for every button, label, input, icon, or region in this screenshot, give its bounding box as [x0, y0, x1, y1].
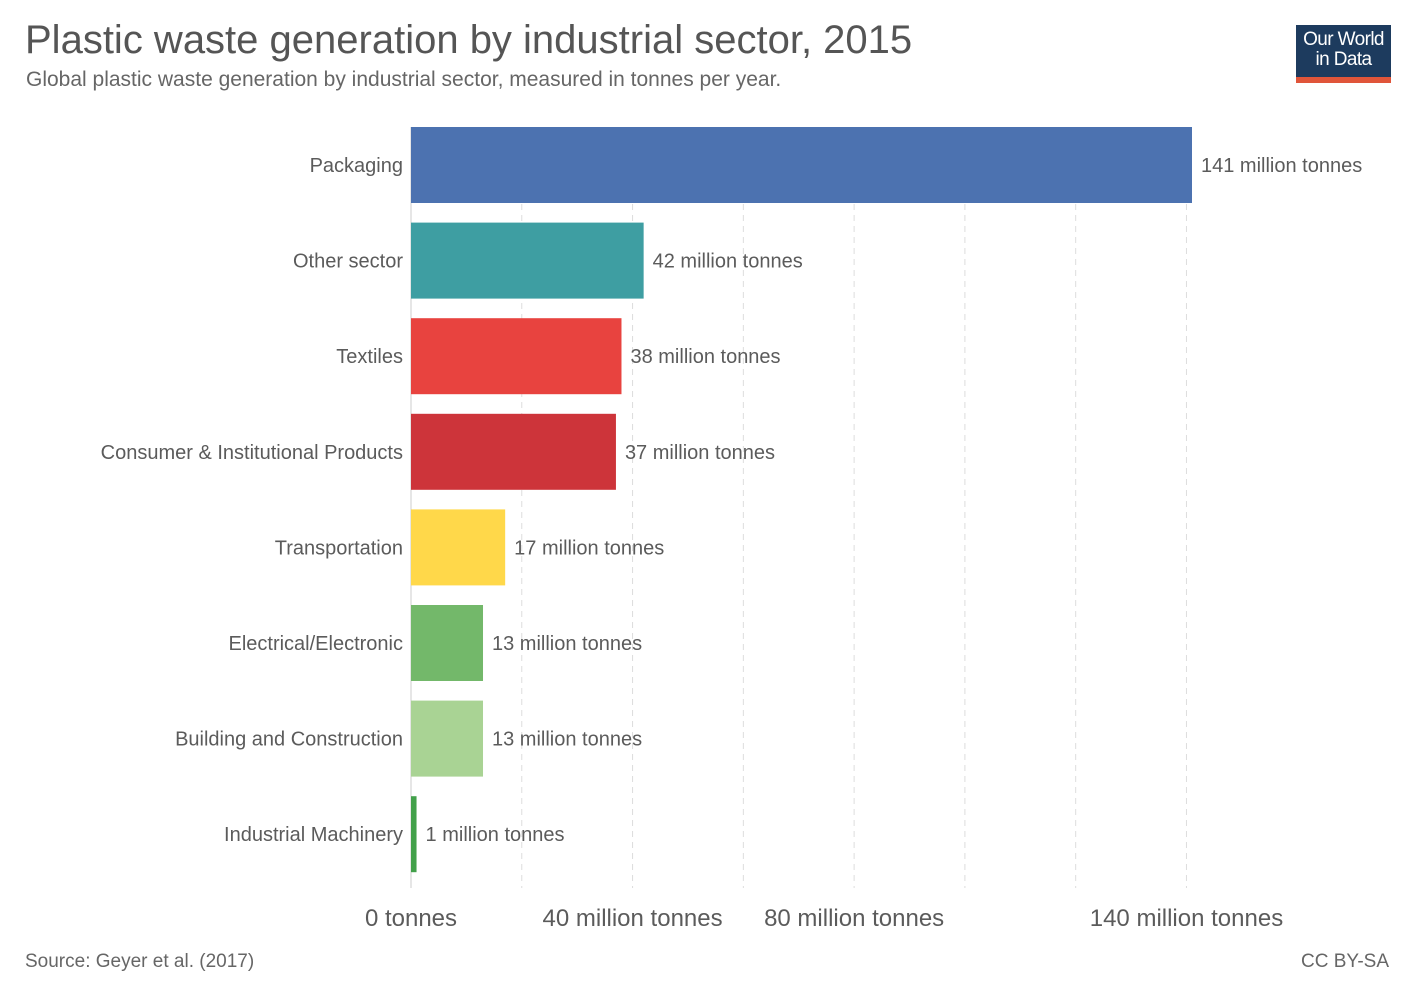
chart-title: Plastic waste generation by industrial s…: [25, 18, 913, 62]
value-label-transportation: 17 million tonnes: [514, 537, 664, 559]
x-tick-label-80: 80 million tonnes: [764, 905, 944, 932]
bar-industrial-machinery[interactable]: [411, 796, 417, 873]
bar-consumer-institutional-products[interactable]: [411, 413, 616, 490]
x-tick-label-0: 0 tonnes: [365, 905, 457, 932]
value-label-electrical-electronic: 13 million tonnes: [492, 633, 642, 655]
chart-subtitle: Global plastic waste generation by indus…: [26, 68, 782, 91]
bar-electrical-electronic[interactable]: [411, 605, 484, 681]
value-label-consumer-institutional-products: 37 million tonnes: [625, 442, 775, 464]
bar-textiles[interactable]: [411, 318, 622, 395]
bar-other-sector[interactable]: [411, 222, 644, 299]
license-note[interactable]: CC BY-SA: [1301, 951, 1389, 972]
bar-transportation[interactable]: [411, 509, 506, 586]
category-label-building-and-construction: Building and Construction: [175, 729, 403, 751]
value-label-industrial-machinery: 1 million tonnes: [426, 824, 565, 846]
value-labels: 141 million tonnes 42 million tonnes 38 mi…: [426, 155, 1363, 846]
value-label-packaging: 141 million tonnes: [1201, 155, 1362, 177]
source-note[interactable]: Source: Geyer et al. (2017): [25, 951, 255, 972]
x-axis-ticks: 0 tonnes 40 million tonnes 80 million tonn…: [365, 905, 1283, 932]
value-label-building-and-construction: 13 million tonnes: [492, 729, 642, 751]
category-label-electrical-electronic: Electrical/Electronic: [228, 633, 403, 655]
category-label-other-sector: Other sector: [293, 251, 403, 273]
bar-building-and-construction[interactable]: [411, 700, 484, 777]
category-label-industrial-machinery: Industrial Machinery: [224, 824, 403, 846]
x-tick-label-40: 40 million tonnes: [543, 905, 723, 932]
category-label-transportation: Transportation: [275, 537, 403, 559]
category-label-packaging: Packaging: [310, 155, 403, 177]
logo-line-2: in Data: [1315, 49, 1372, 70]
value-label-other-sector: 42 million tonnes: [653, 251, 803, 273]
category-labels: Packaging Other sector Textiles Consumer & …: [101, 155, 404, 846]
logo-line-1: Our World: [1303, 29, 1384, 50]
category-label-consumer-institutional-products: Consumer & Institutional Products: [101, 442, 403, 464]
category-label-textiles: Textiles: [336, 346, 403, 368]
bars: [411, 127, 1192, 873]
x-tick-label-140: 140 million tonnes: [1090, 905, 1283, 932]
bar-packaging[interactable]: [411, 127, 1192, 203]
value-label-textiles: 38 million tonnes: [630, 346, 780, 368]
owid-logo[interactable]: Our World in Data: [1296, 25, 1391, 83]
